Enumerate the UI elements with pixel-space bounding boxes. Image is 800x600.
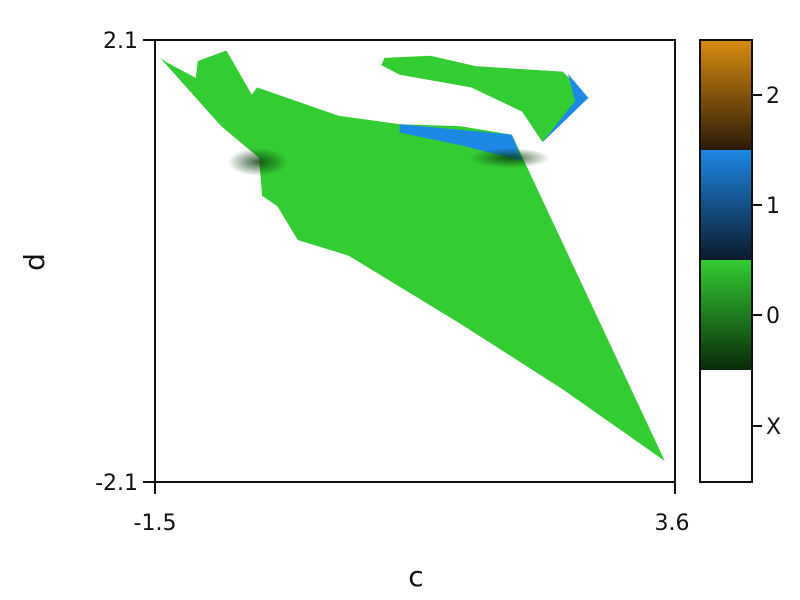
y-axis-label: d [18,253,51,271]
upper-region [381,55,589,143]
x-axis-label: c [408,560,423,593]
colorbar-label-2: 2 [766,84,780,109]
colorbar-segment-2 [700,40,752,150]
colorbar-frame [699,39,753,483]
colorbar-label-1: 1 [766,194,780,219]
blue-edge [542,73,589,143]
colorbar-label-x: X [766,415,781,440]
colorbar: 2 1 0 X [699,39,781,483]
y-tick-label-top: 2.1 [103,29,138,54]
colorbar-label-0: 0 [766,304,780,329]
shadow-detail [470,148,550,168]
y-tick-label-bottom: -2.1 [95,471,138,496]
heatmap-regions [160,50,665,461]
main-region [160,50,665,461]
colorbar-segment-0 [700,260,752,370]
colorbar-segment-x [700,370,752,482]
x-tick-label-left: -1.5 [134,511,177,536]
x-tick-label-right: 3.6 [655,511,690,536]
shadow-detail [228,148,288,176]
plot-frame [154,39,676,483]
colorbar-segment-1 [700,150,752,260]
